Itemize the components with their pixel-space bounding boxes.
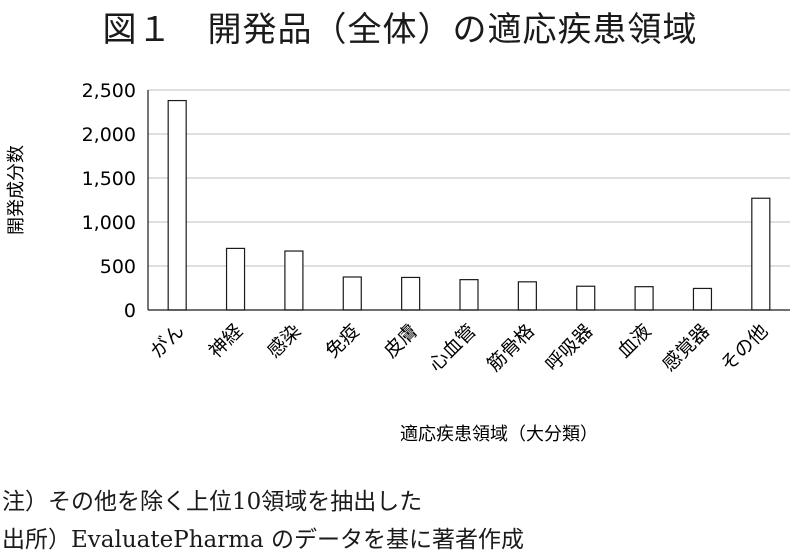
bar-chart: 0 500 1,000 1,500 2,000 2,500 がん 神経 感染 免疫 皮膚 心血管 筋骨… bbox=[6, 80, 790, 445]
x-tick-label: 感覚器 bbox=[658, 320, 714, 376]
y-axis-label: 開発成分数 bbox=[6, 145, 27, 235]
y-tick-label: 0 bbox=[124, 300, 136, 322]
footnote: 注）その他を除く上位10領域を抽出した bbox=[2, 489, 423, 515]
bar bbox=[751, 197, 771, 311]
bar bbox=[167, 99, 187, 311]
bar bbox=[225, 247, 246, 311]
x-tick-label: 呼吸器 bbox=[541, 320, 597, 376]
x-tick-label: 筋骨格 bbox=[483, 320, 539, 376]
x-tick-label: 神経 bbox=[205, 320, 247, 362]
x-tick-label: その他 bbox=[716, 320, 772, 376]
chart-title: 図１ 開発品（全体）の適応疾患領域 bbox=[102, 10, 698, 50]
bar bbox=[459, 279, 479, 311]
x-tick-label: 血液 bbox=[613, 320, 655, 362]
axes bbox=[147, 90, 790, 311]
y-tick-label: 2,000 bbox=[82, 124, 136, 146]
x-tick-label: がん bbox=[146, 320, 188, 362]
source-note: 出所）EvaluatePharma のデータを基に著者作成 bbox=[2, 527, 525, 553]
gridlines bbox=[148, 89, 790, 267]
x-axis-label: 適応疾患領域（大分類） bbox=[400, 424, 598, 445]
y-tick-labels: 0 500 1,000 1,500 2,000 2,500 bbox=[82, 80, 136, 322]
bar bbox=[634, 286, 654, 311]
x-tick-label: 感染 bbox=[263, 320, 305, 362]
y-tick-label: 1,000 bbox=[82, 212, 136, 234]
bar bbox=[692, 287, 713, 311]
y-tick-label: 500 bbox=[100, 256, 136, 278]
bar bbox=[517, 281, 537, 311]
bar bbox=[576, 285, 596, 311]
bars bbox=[167, 99, 771, 311]
bar bbox=[284, 250, 304, 311]
y-tick-label: 2,500 bbox=[82, 80, 136, 102]
bar bbox=[401, 276, 421, 311]
x-tick-label: 心血管 bbox=[425, 320, 481, 376]
x-tick-label: 皮膚 bbox=[380, 320, 422, 362]
x-tick-labels: がん 神経 感染 免疫 皮膚 心血管 筋骨格 呼吸器 血液 感覚器 その他 bbox=[146, 320, 772, 376]
bar bbox=[342, 276, 362, 311]
x-tick-label: 免疫 bbox=[321, 320, 363, 362]
y-tick-label: 1,500 bbox=[82, 168, 136, 190]
